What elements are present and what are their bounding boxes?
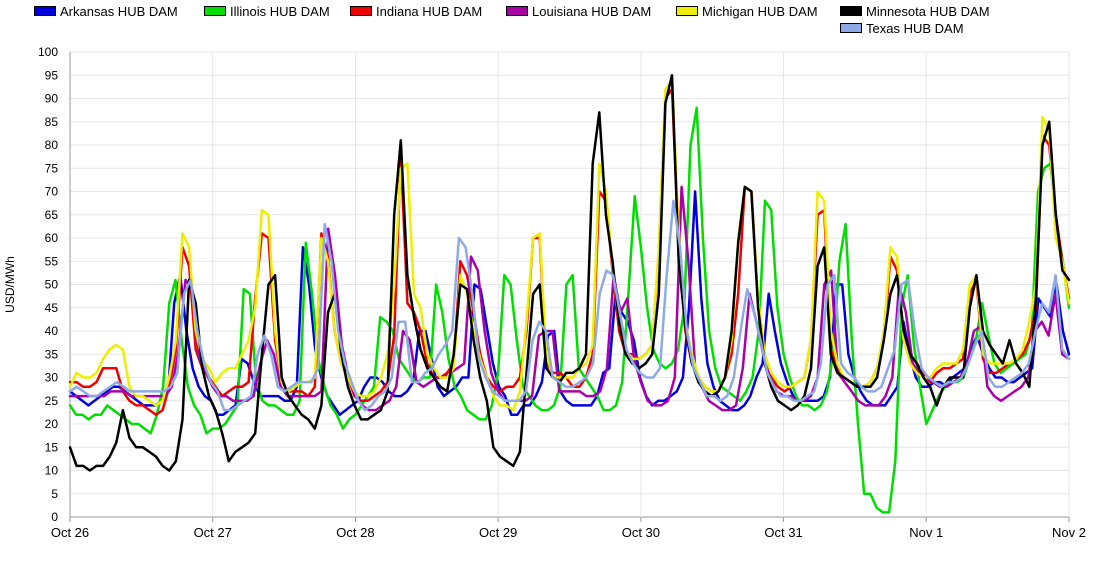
y-tick-label: 35 [45, 347, 59, 361]
legend-swatch [506, 6, 528, 16]
legend-label: Texas HUB DAM [866, 20, 964, 36]
y-tick-label: 15 [45, 440, 59, 454]
legend-swatch [204, 6, 226, 16]
legend-item[interactable]: Texas HUB DAM [840, 20, 964, 36]
y-tick-label: 90 [45, 92, 59, 106]
y-tick-label: 20 [45, 417, 59, 431]
x-tick-label: Oct 26 [51, 525, 89, 540]
y-tick-label: 80 [45, 138, 59, 152]
legend-label: Arkansas HUB DAM [60, 3, 178, 19]
x-tick-label: Oct 31 [764, 525, 802, 540]
legend-swatch [350, 6, 372, 16]
x-tick-label: Oct 29 [479, 525, 517, 540]
y-axis-title: USD/MWh [3, 256, 17, 313]
legend-label: Louisiana HUB DAM [532, 3, 652, 19]
y-tick-label: 10 [45, 464, 59, 478]
y-tick-label: 45 [45, 301, 59, 315]
y-tick-label: 60 [45, 231, 59, 245]
x-tick-label: Oct 30 [622, 525, 660, 540]
legend-item[interactable]: Illinois HUB DAM [204, 3, 330, 19]
legend-item[interactable]: Indiana HUB DAM [350, 3, 482, 19]
legend-item[interactable]: Louisiana HUB DAM [506, 3, 651, 19]
series-line-4 [68, 185, 1071, 412]
y-tick-label: 85 [45, 115, 59, 129]
legend-swatch [676, 6, 698, 16]
y-tick-label: 70 [45, 185, 59, 199]
series-line-7 [68, 199, 1071, 412]
x-tick-label: Nov 2 [1052, 525, 1086, 540]
legend-label: Illinois HUB DAM [230, 3, 330, 19]
series-line-6 [68, 74, 1071, 472]
y-tick-label: 5 [51, 487, 58, 501]
y-tick-label: 25 [45, 394, 59, 408]
legend-swatch [840, 6, 862, 16]
y-tick-label: 65 [45, 208, 59, 222]
legend-label: Indiana HUB DAM [376, 3, 483, 19]
legend-item[interactable]: Michigan HUB DAM [676, 3, 818, 19]
y-tick-label: 0 [51, 510, 58, 524]
legend-label: Minnesota HUB DAM [866, 3, 990, 19]
legend-swatch [840, 23, 862, 33]
legend-swatch [34, 6, 56, 16]
legend-item[interactable]: Minnesota HUB DAM [840, 3, 990, 19]
x-tick-label: Oct 27 [194, 525, 232, 540]
y-tick-label: 75 [45, 161, 59, 175]
y-tick-label: 50 [45, 278, 59, 292]
y-tick-label: 100 [38, 45, 58, 59]
y-tick-label: 30 [45, 371, 59, 385]
legend-item[interactable]: Arkansas HUB DAM [34, 3, 178, 19]
y-tick-label: 40 [45, 324, 59, 338]
x-tick-label: Oct 28 [336, 525, 374, 540]
x-tick-label: Nov 1 [909, 525, 943, 540]
y-tick-label: 55 [45, 254, 59, 268]
legend-label: Michigan HUB DAM [702, 3, 818, 19]
y-tick-label: 95 [45, 68, 59, 82]
